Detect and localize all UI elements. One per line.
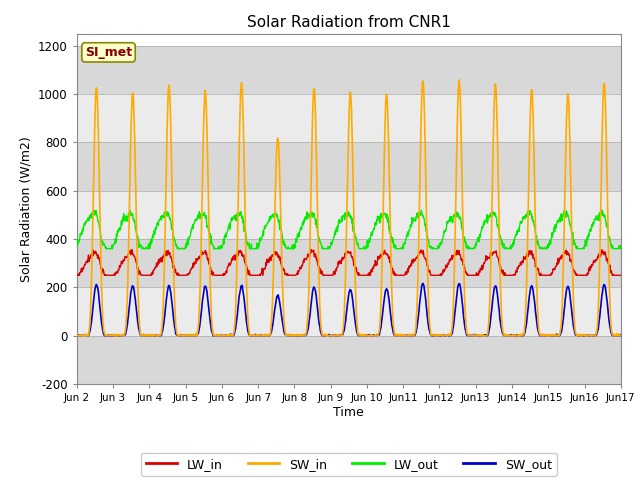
Bar: [77, 191, 621, 239]
Bar: [77, 143, 621, 191]
Text: SI_met: SI_met: [85, 46, 132, 59]
Y-axis label: Solar Radiation (W/m2): Solar Radiation (W/m2): [19, 136, 33, 282]
Legend: LW_in, SW_in, LW_out, SW_out: LW_in, SW_in, LW_out, SW_out: [141, 453, 557, 476]
X-axis label: Time: Time: [333, 406, 364, 419]
Title: Solar Radiation from CNR1: Solar Radiation from CNR1: [247, 15, 451, 30]
Bar: [77, 288, 621, 336]
Bar: [77, 46, 621, 94]
Bar: [77, 239, 621, 288]
Bar: [77, 94, 621, 143]
Bar: [77, 336, 621, 384]
